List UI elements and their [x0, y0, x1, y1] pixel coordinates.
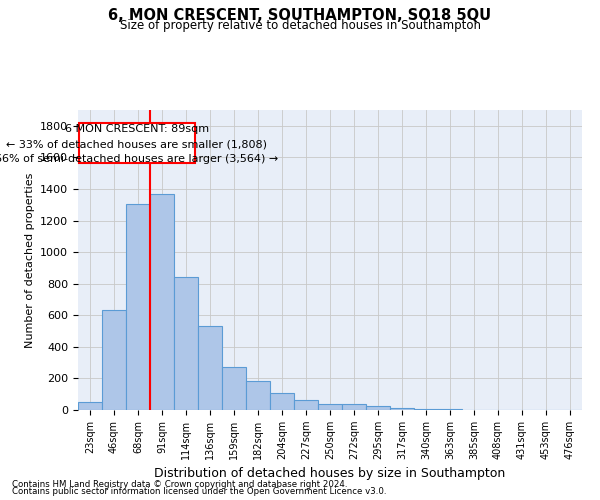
- Text: 6 MON CRESCENT: 89sqm: 6 MON CRESCENT: 89sqm: [65, 124, 209, 134]
- Bar: [390, 408, 414, 410]
- Bar: [174, 276, 198, 410]
- Text: Contains public sector information licensed under the Open Government Licence v3: Contains public sector information licen…: [12, 487, 386, 496]
- Y-axis label: Number of detached properties: Number of detached properties: [25, 172, 35, 348]
- Bar: [366, 406, 390, 410]
- Bar: [294, 400, 318, 410]
- Text: Size of property relative to detached houses in Southampton: Size of property relative to detached ho…: [119, 19, 481, 32]
- Bar: [78, 402, 102, 410]
- Bar: [102, 310, 126, 410]
- Bar: [318, 404, 342, 410]
- Bar: [126, 204, 150, 410]
- Text: Distribution of detached houses by size in Southampton: Distribution of detached houses by size …: [154, 467, 506, 480]
- Text: 6, MON CRESCENT, SOUTHAMPTON, SO18 5QU: 6, MON CRESCENT, SOUTHAMPTON, SO18 5QU: [109, 8, 491, 22]
- Bar: [222, 366, 246, 410]
- Bar: [438, 409, 462, 410]
- Text: 66% of semi-detached houses are larger (3,564) →: 66% of semi-detached houses are larger (…: [0, 154, 278, 164]
- Bar: [150, 194, 174, 410]
- Bar: [198, 326, 222, 410]
- Text: Contains HM Land Registry data © Crown copyright and database right 2024.: Contains HM Land Registry data © Crown c…: [12, 480, 347, 489]
- Bar: [414, 408, 438, 410]
- Bar: [270, 394, 294, 410]
- Bar: [342, 404, 366, 410]
- Bar: [246, 381, 270, 410]
- Text: ← 33% of detached houses are smaller (1,808): ← 33% of detached houses are smaller (1,…: [7, 139, 268, 149]
